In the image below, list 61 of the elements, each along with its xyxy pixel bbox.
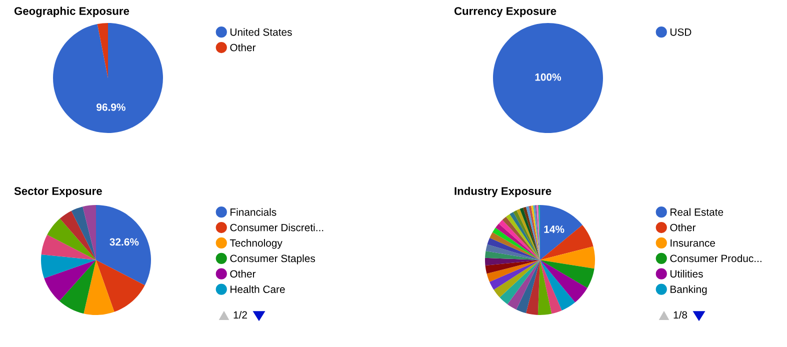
- pie-slice: [97, 23, 108, 78]
- legend-label: Health Care: [230, 285, 285, 294]
- legend-label: Utilities: [670, 270, 703, 278]
- pie-slice: [540, 260, 562, 314]
- chart-title: Geographic Exposure: [14, 6, 130, 18]
- legend-label: Banking: [670, 285, 707, 296]
- chart-title: Industry Exposure: [454, 186, 552, 198]
- pie-slice: [490, 260, 540, 290]
- pie-slice: [540, 260, 594, 288]
- pie-slice: [41, 234, 96, 260]
- pie-slice: [84, 260, 114, 315]
- chart-title: Currency Exposure: [454, 7, 556, 18]
- legend-label: United States: [230, 28, 292, 36]
- pie-slice: [538, 260, 552, 315]
- pie-slice: [71, 206, 96, 260]
- pie-slice: [516, 260, 540, 314]
- legend-label: Consumer Discreti...: [230, 224, 324, 232]
- pie-slice: [96, 205, 151, 286]
- text: 1/8: [674, 310, 688, 319]
- legend-label: Other: [230, 270, 256, 278]
- pie-slice: [487, 238, 540, 260]
- pie-slice: [507, 260, 540, 310]
- pie-slice: [486, 260, 540, 282]
- pie-slice: [540, 260, 588, 302]
- legend-label: Financials: [230, 208, 276, 216]
- pie-slice: [526, 260, 540, 315]
- data-label: 96.9%: [96, 104, 126, 111]
- pie-slice: [59, 260, 96, 314]
- legend-label: Real Estate: [670, 208, 724, 216]
- legend-label: Other: [670, 224, 696, 232]
- pie-slice: [486, 244, 540, 260]
- chart-title: Sector Exposure: [14, 187, 102, 198]
- text: 1/2: [234, 310, 247, 319]
- legend-label: Consumer Staples: [230, 254, 316, 264]
- pie-slice: [528, 206, 540, 260]
- pie-slice: [540, 205, 582, 260]
- legend-label: Other: [230, 44, 256, 52]
- pie-slice: [47, 218, 96, 260]
- legend-label: USD: [670, 28, 692, 36]
- pie-slice: [96, 260, 145, 312]
- pie-slice: [494, 260, 540, 298]
- pie-slice: [485, 251, 540, 260]
- pie-slice: [53, 23, 163, 133]
- legend-label: Consumer Produc...: [670, 254, 762, 262]
- data-label: 32.6%: [110, 238, 139, 246]
- pie-slice: [485, 260, 540, 274]
- pie-slice: [490, 232, 540, 260]
- legend-label: Insurance: [670, 239, 715, 247]
- pie-slice: [540, 224, 594, 260]
- pie-slice: [531, 205, 540, 260]
- pie-slice: [500, 260, 540, 304]
- legend-label: Technology: [230, 239, 282, 249]
- data-label: 14%: [544, 226, 564, 233]
- pie-slice: [540, 260, 576, 310]
- data-label: 100%: [535, 73, 562, 81]
- pie-slice: [60, 210, 96, 260]
- pie-slice: [44, 260, 96, 302]
- pie-slice: [540, 246, 595, 269]
- pie-slice: [485, 258, 540, 266]
- pie-slice: [82, 205, 96, 260]
- pie-slice: [41, 254, 96, 278]
